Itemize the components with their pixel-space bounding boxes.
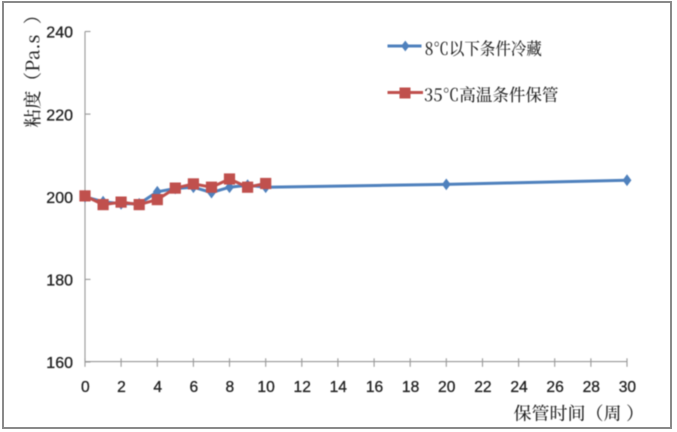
svg-text:0: 0	[81, 379, 90, 396]
svg-text:28: 28	[583, 379, 600, 396]
svg-text:16: 16	[366, 379, 383, 396]
svg-text:2: 2	[117, 379, 126, 396]
svg-text:10: 10	[257, 379, 275, 396]
svg-text:30: 30	[619, 379, 637, 396]
svg-text:4: 4	[153, 379, 162, 396]
svg-text:20: 20	[438, 379, 456, 396]
svg-text:18: 18	[402, 379, 419, 396]
svg-text:12: 12	[294, 379, 311, 396]
svg-text:24: 24	[510, 379, 528, 396]
svg-text:14: 14	[330, 379, 348, 396]
svg-text:6: 6	[189, 379, 198, 396]
svg-text:8: 8	[226, 379, 235, 396]
svg-text:240: 240	[46, 25, 73, 42]
svg-text:160: 160	[46, 355, 73, 372]
svg-text:180: 180	[46, 273, 73, 290]
svg-text:26: 26	[546, 379, 563, 396]
svg-text:200: 200	[46, 190, 73, 207]
svg-text:22: 22	[474, 379, 491, 396]
svg-text:220: 220	[46, 107, 73, 124]
